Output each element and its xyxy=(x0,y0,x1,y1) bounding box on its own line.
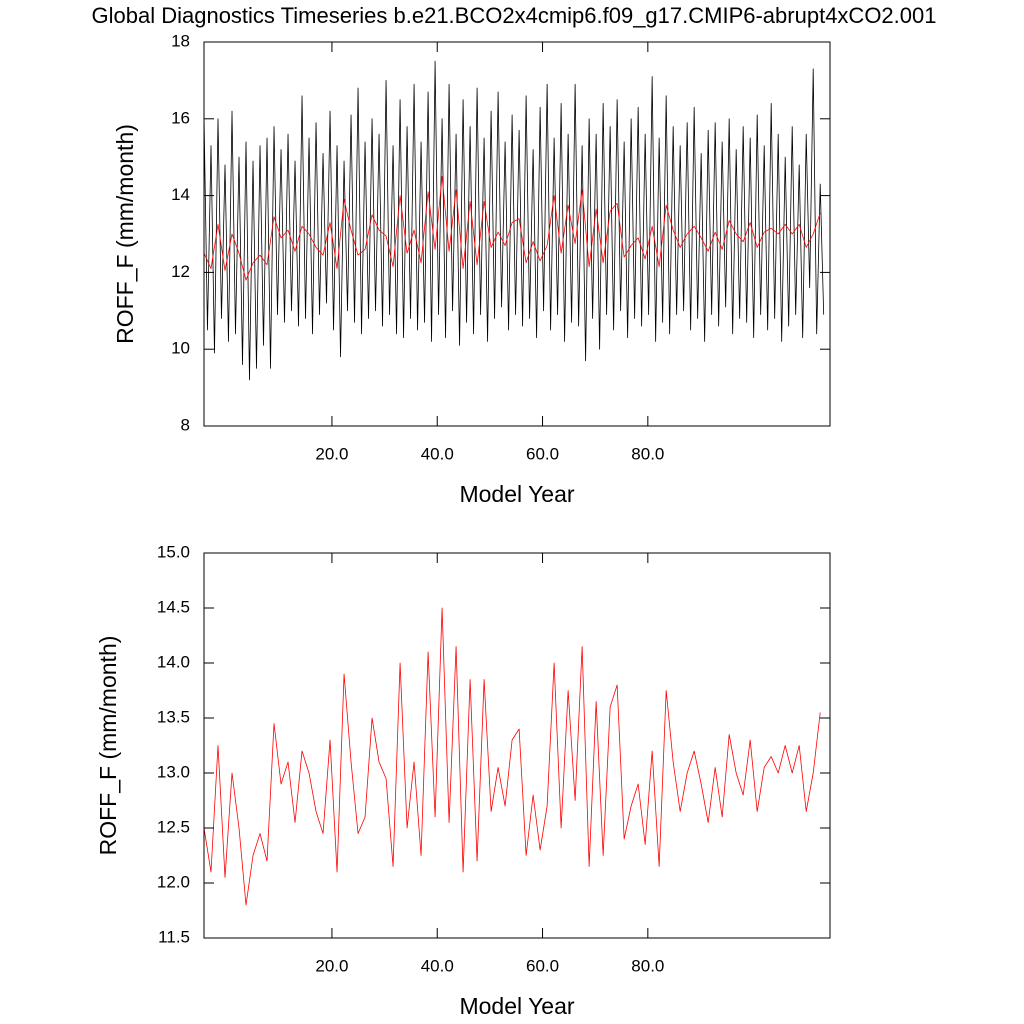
chart-title: Global Diagnostics Timeseries b.e21.BCO2… xyxy=(92,3,937,28)
y-axis-label: ROFF_F (mm/month) xyxy=(95,636,121,856)
plot-frame xyxy=(203,552,831,939)
x-tick-label: 20.0 xyxy=(315,444,348,463)
y-tick-label: 12.5 xyxy=(157,817,190,836)
y-tick-label: 13.5 xyxy=(157,707,190,726)
data-line xyxy=(203,60,825,381)
data-line xyxy=(203,175,821,281)
y-tick-label: 12 xyxy=(171,262,190,281)
y-tick-label: 11.5 xyxy=(158,927,190,946)
x-axis-label: Model Year xyxy=(459,993,574,1019)
y-tick-label: 14 xyxy=(171,185,190,204)
x-tick-label: 60.0 xyxy=(526,956,559,975)
y-tick-label: 13.0 xyxy=(157,762,190,781)
x-tick-label: 60.0 xyxy=(526,444,559,463)
x-tick-label: 40.0 xyxy=(421,444,454,463)
y-tick-label: 10 xyxy=(171,339,190,358)
x-axis-label: Model Year xyxy=(459,481,574,507)
data-line xyxy=(203,607,821,906)
x-tick-label: 40.0 xyxy=(421,956,454,975)
plot-frame xyxy=(203,41,831,427)
x-tick-label: 20.0 xyxy=(315,956,348,975)
y-tick-label: 16 xyxy=(171,108,190,127)
x-tick-label: 80.0 xyxy=(631,956,664,975)
y-tick-label: 14.0 xyxy=(157,652,190,671)
y-tick-label: 18 xyxy=(171,31,190,50)
y-tick-label: 8 xyxy=(181,415,190,434)
y-axis-label: ROFF_F (mm/month) xyxy=(112,124,138,344)
y-tick-label: 15.0 xyxy=(157,542,190,561)
y-tick-label: 12.0 xyxy=(157,872,190,891)
y-tick-label: 14.5 xyxy=(157,597,190,616)
x-tick-label: 80.0 xyxy=(631,444,664,463)
